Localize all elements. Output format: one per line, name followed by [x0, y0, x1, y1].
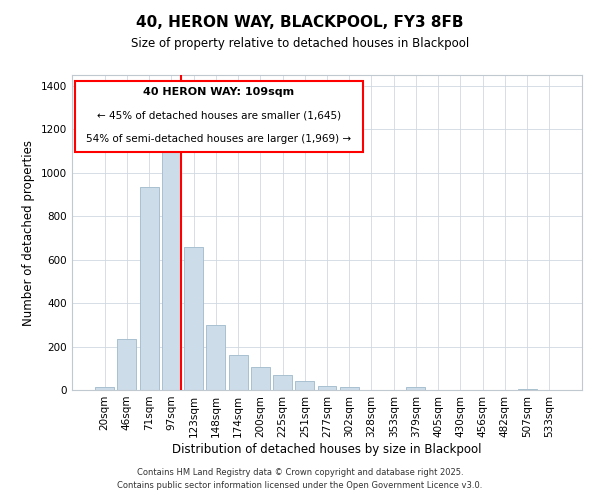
Text: 54% of semi-detached houses are larger (1,969) →: 54% of semi-detached houses are larger (… — [86, 134, 351, 144]
Y-axis label: Number of detached properties: Number of detached properties — [22, 140, 35, 326]
Bar — [251, 367, 270, 390]
Text: ← 45% of detached houses are smaller (1,645): ← 45% of detached houses are smaller (1,… — [97, 110, 341, 120]
Text: Size of property relative to detached houses in Blackpool: Size of property relative to detached ho… — [131, 38, 469, 51]
Bar — [162, 149, 181, 390]
FancyBboxPatch shape — [74, 82, 362, 152]
Bar — [206, 325, 225, 390]
Bar — [340, 386, 359, 390]
Bar — [229, 355, 248, 390]
Bar — [140, 187, 158, 390]
Text: 40 HERON WAY: 109sqm: 40 HERON WAY: 109sqm — [143, 87, 294, 97]
Bar — [118, 339, 136, 390]
Text: 40, HERON WAY, BLACKPOOL, FY3 8FB: 40, HERON WAY, BLACKPOOL, FY3 8FB — [136, 15, 464, 30]
Bar — [295, 382, 314, 390]
Bar — [518, 389, 536, 390]
Bar — [273, 375, 292, 390]
Bar — [317, 386, 337, 390]
X-axis label: Distribution of detached houses by size in Blackpool: Distribution of detached houses by size … — [172, 442, 482, 456]
Bar — [406, 386, 425, 390]
Bar — [184, 246, 203, 390]
Bar — [95, 386, 114, 390]
Text: Contains HM Land Registry data © Crown copyright and database right 2025.
Contai: Contains HM Land Registry data © Crown c… — [118, 468, 482, 490]
